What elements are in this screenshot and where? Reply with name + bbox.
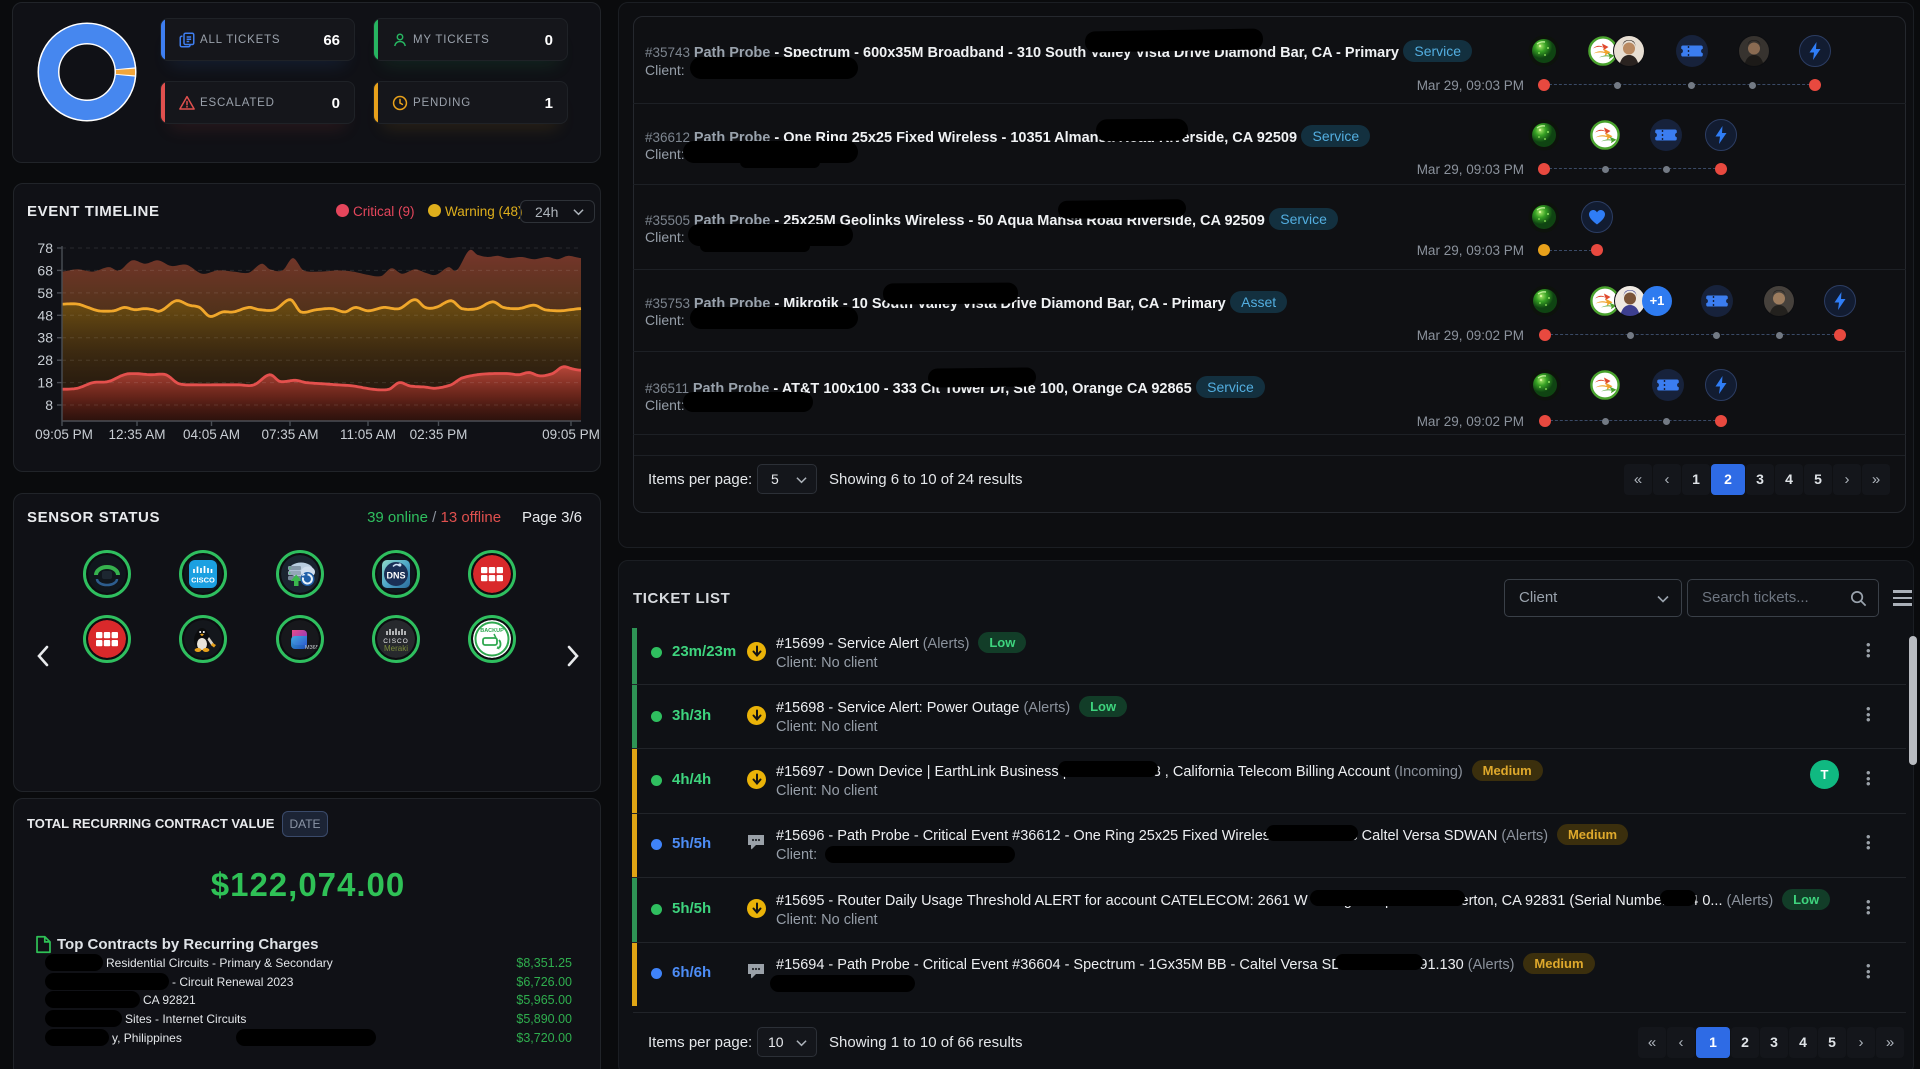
svg-text:07:35 AM: 07:35 AM	[261, 427, 318, 442]
svg-text:28: 28	[37, 352, 53, 368]
svg-text:DNS: DNS	[386, 571, 405, 581]
svg-text:8: 8	[45, 397, 53, 413]
svg-text:02:35 PM: 02:35 PM	[410, 427, 468, 442]
svg-text:68: 68	[37, 262, 53, 278]
svg-text:Meraki: Meraki	[384, 644, 408, 653]
svg-text:18: 18	[37, 375, 53, 391]
svg-text:12:35 AM: 12:35 AM	[108, 427, 165, 442]
svg-text:04:05 AM: 04:05 AM	[183, 427, 240, 442]
svg-text:48: 48	[37, 307, 53, 323]
svg-text:78: 78	[37, 240, 53, 256]
svg-text:BACKUP: BACKUP	[480, 628, 504, 634]
svg-text:M365: M365	[305, 645, 319, 651]
svg-text:CISCO: CISCO	[191, 576, 215, 585]
svg-text:11:05 AM: 11:05 AM	[340, 427, 396, 442]
svg-text:09:05 PM: 09:05 PM	[35, 427, 93, 442]
svg-text:38: 38	[37, 330, 53, 346]
svg-text:CISCO: CISCO	[383, 638, 409, 645]
svg-text:58: 58	[37, 285, 53, 301]
svg-text:09:05 PM: 09:05 PM	[542, 427, 600, 442]
